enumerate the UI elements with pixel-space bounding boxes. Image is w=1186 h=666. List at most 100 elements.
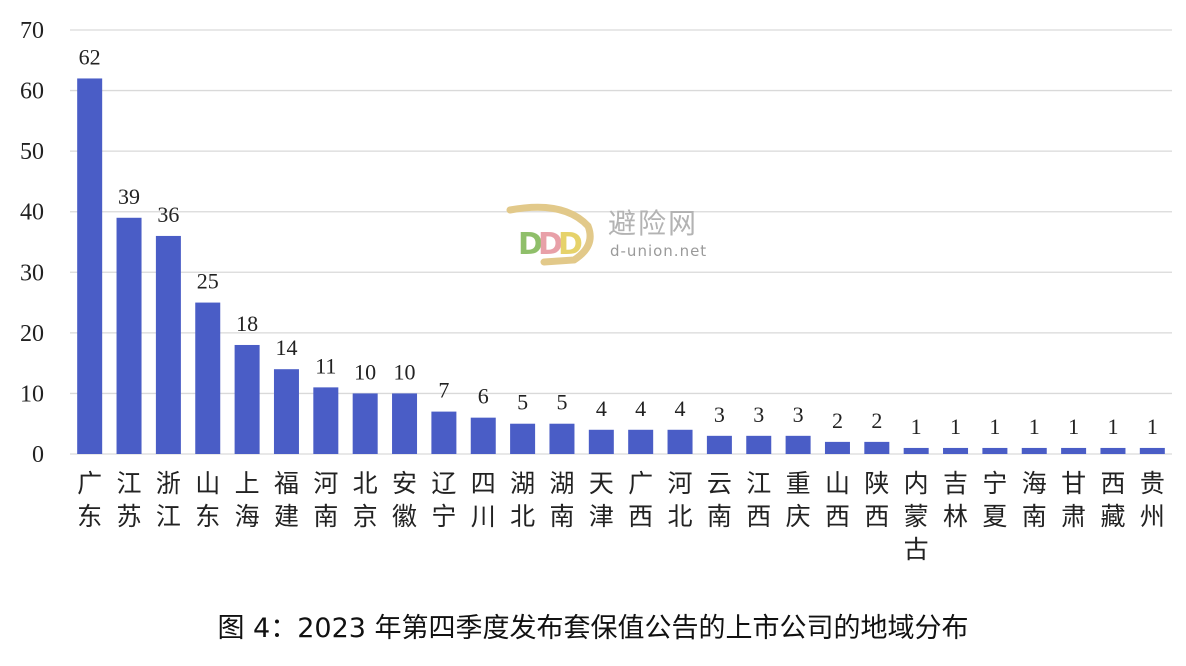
x-category-label: 湖南 xyxy=(549,469,574,531)
data-label: 4 xyxy=(596,396,607,421)
x-category-label: 江西 xyxy=(746,469,771,531)
data-label: 1 xyxy=(1029,414,1040,439)
x-axis-categories: 广东江苏浙江山东上海福建河南北京安徽辽宁四川湖北湖南天津广西河北云南江西重庆山西… xyxy=(77,469,1165,564)
bar xyxy=(824,441,850,454)
data-label: 39 xyxy=(118,184,140,209)
bar xyxy=(470,417,496,454)
x-category-label: 浙江 xyxy=(156,469,181,531)
watermark-name: 避险网 xyxy=(608,207,699,240)
y-tick-label: 40 xyxy=(20,200,44,226)
y-tick-label: 20 xyxy=(20,321,44,347)
y-tick-label: 30 xyxy=(20,260,44,286)
bar xyxy=(77,78,103,454)
bar xyxy=(431,411,457,454)
x-category-label: 河北 xyxy=(668,469,693,531)
y-tick-label: 60 xyxy=(20,79,44,105)
bar xyxy=(273,369,299,454)
x-category-label: 上海 xyxy=(235,469,260,531)
data-label: 6 xyxy=(478,384,489,409)
x-category-label: 海南 xyxy=(1022,469,1047,531)
bar xyxy=(785,435,811,454)
bar xyxy=(628,429,654,454)
x-category-label: 江苏 xyxy=(117,469,142,531)
x-category-label: 湖北 xyxy=(510,469,535,531)
x-category-label: 广西 xyxy=(628,469,653,531)
watermark: D D D 避险网 d-union.net xyxy=(504,196,744,272)
bar xyxy=(510,423,536,454)
bar xyxy=(864,441,890,454)
data-label: 11 xyxy=(315,353,336,378)
bar xyxy=(1021,447,1047,454)
data-label: 10 xyxy=(394,359,416,384)
data-label: 1 xyxy=(950,414,961,439)
bar xyxy=(234,344,260,454)
watermark-url: d-union.net xyxy=(610,242,708,260)
x-category-label: 宁夏 xyxy=(982,469,1007,531)
data-label: 1 xyxy=(1107,414,1118,439)
svg-text:D: D xyxy=(518,227,543,262)
x-category-label: 四川 xyxy=(471,469,496,531)
bar xyxy=(155,235,181,454)
x-category-label: 云南 xyxy=(707,469,732,531)
x-category-label: 北京 xyxy=(353,469,378,531)
figure-caption: 图 4：2023 年第四季度发布套保值公告的上市公司的地域分布 xyxy=(217,613,969,644)
bar xyxy=(903,447,929,454)
x-category-label: 内蒙古 xyxy=(904,469,929,564)
data-label: 36 xyxy=(157,202,179,227)
y-tick-label: 50 xyxy=(20,139,44,165)
x-category-label: 陕西 xyxy=(864,469,889,531)
bar xyxy=(982,447,1008,454)
bar xyxy=(746,435,772,454)
x-category-label: 河南 xyxy=(313,469,338,531)
x-category-label: 山东 xyxy=(195,469,220,531)
bar xyxy=(943,447,969,454)
y-tick-label: 70 xyxy=(20,18,44,44)
x-category-label: 福建 xyxy=(274,469,299,531)
bar xyxy=(549,423,575,454)
bar xyxy=(667,429,693,454)
bar xyxy=(116,217,142,454)
svg-text:D: D xyxy=(558,227,583,262)
y-tick-label: 0 xyxy=(32,442,44,468)
data-label: 14 xyxy=(275,335,297,360)
bar xyxy=(195,302,221,454)
bar xyxy=(1100,447,1126,454)
data-label: 1 xyxy=(1068,414,1079,439)
data-label: 4 xyxy=(635,396,646,421)
svg-text:D: D xyxy=(538,227,563,262)
data-label: 7 xyxy=(438,378,449,403)
x-category-label: 天津 xyxy=(589,469,614,531)
data-label: 1 xyxy=(1147,414,1158,439)
y-tick-label: 10 xyxy=(20,381,44,407)
x-category-label: 贵州 xyxy=(1140,469,1165,531)
data-label: 10 xyxy=(354,359,376,384)
x-category-label: 西藏 xyxy=(1100,469,1125,531)
bar xyxy=(352,393,378,454)
x-category-label: 甘肃 xyxy=(1061,469,1086,531)
x-category-label: 山西 xyxy=(825,469,850,531)
x-category-label: 广东 xyxy=(77,469,102,531)
bar xyxy=(1061,447,1087,454)
data-label: 2 xyxy=(871,408,882,433)
bar xyxy=(392,393,418,454)
x-category-label: 安徽 xyxy=(392,469,417,531)
data-label: 18 xyxy=(236,311,258,336)
data-label: 62 xyxy=(79,44,101,69)
data-label: 2 xyxy=(832,408,843,433)
x-category-label: 辽宁 xyxy=(431,469,456,531)
bar xyxy=(1139,447,1165,454)
data-label: 4 xyxy=(675,396,686,421)
data-label: 3 xyxy=(793,402,804,427)
data-label: 5 xyxy=(517,390,528,415)
data-label: 3 xyxy=(714,402,725,427)
bars xyxy=(77,78,1165,454)
data-label: 1 xyxy=(911,414,922,439)
data-label: 5 xyxy=(556,390,567,415)
x-category-label: 重庆 xyxy=(786,469,811,531)
bar xyxy=(588,429,614,454)
data-label: 3 xyxy=(753,402,764,427)
watermark-logo-icon: D D D xyxy=(506,203,594,266)
bar xyxy=(706,435,732,454)
